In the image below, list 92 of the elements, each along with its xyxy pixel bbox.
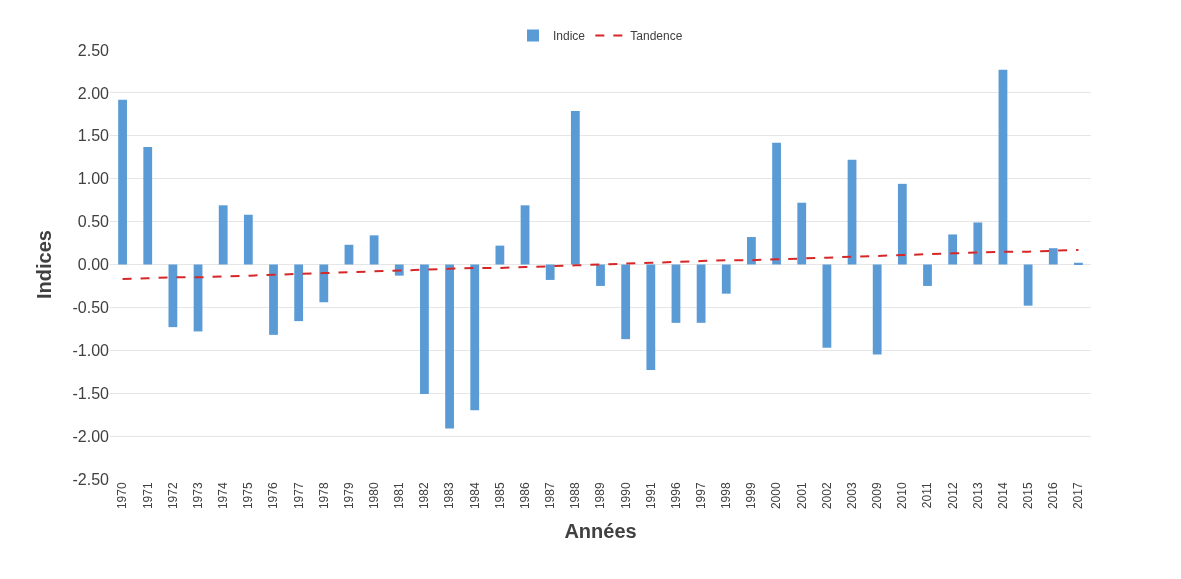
x-tick-label: 1984	[467, 482, 482, 510]
x-tick-label: 2003	[844, 482, 859, 510]
x-tick-label: 1972	[165, 482, 180, 510]
bar	[168, 264, 178, 328]
x-tick-label: 2012	[945, 482, 960, 510]
x-tick-label: 1985	[492, 482, 507, 510]
y-tick-label: -2.50	[72, 470, 110, 488]
bar	[143, 146, 153, 265]
x-tick-label: 1979	[341, 482, 356, 510]
y-tick-label: 1.00	[77, 170, 110, 188]
x-tick-label: 2009	[870, 482, 885, 510]
bar	[696, 264, 706, 323]
legend-label: Indice	[553, 29, 586, 44]
x-tick-label: 2002	[819, 482, 834, 510]
y-tick-label: 0.50	[77, 213, 110, 231]
bar	[1023, 264, 1033, 306]
bar	[797, 202, 807, 265]
x-tick-label: 1990	[618, 482, 633, 510]
bar	[822, 264, 832, 348]
bar	[269, 264, 278, 335]
bar	[369, 235, 379, 265]
bar	[847, 159, 857, 265]
bar	[998, 69, 1008, 265]
bar	[495, 245, 505, 265]
x-tick-label: 2017	[1071, 482, 1086, 510]
bar	[1074, 262, 1083, 265]
x-tick-label: 2016	[1046, 482, 1061, 510]
x-tick-label: 1987	[543, 482, 558, 510]
x-tick-label: 2011	[920, 482, 935, 509]
bar	[118, 99, 127, 265]
bar	[646, 264, 656, 371]
bar	[445, 264, 454, 429]
x-tick-label: 2001	[794, 482, 809, 510]
x-tick-label: 1974	[216, 482, 231, 510]
x-axis-title: Années	[564, 519, 637, 542]
x-tick-label: 1991	[643, 482, 658, 510]
bar	[671, 264, 681, 323]
x-tick-label: 1997	[694, 482, 709, 510]
x-tick-label: 1983	[442, 482, 457, 510]
x-tick-label: 1978	[316, 482, 331, 510]
bar	[948, 234, 958, 265]
bar	[545, 264, 555, 280]
bar	[570, 110, 580, 265]
bar	[294, 264, 304, 322]
bar	[218, 205, 228, 265]
x-tick-label: 1970	[115, 482, 130, 510]
y-tick-label: -2.00	[72, 427, 110, 445]
x-tick-label: 2010	[895, 482, 910, 510]
x-tick-label: 1982	[417, 482, 432, 510]
bar	[923, 264, 932, 286]
bar	[470, 264, 480, 411]
x-tick-label: 1973	[190, 482, 205, 510]
x-tick-label: 2013	[970, 482, 985, 510]
bar	[721, 264, 731, 294]
bar	[344, 244, 354, 265]
y-tick-label: 2.00	[77, 84, 110, 102]
x-tick-label: 1976	[266, 482, 281, 510]
bar	[420, 264, 429, 395]
bar	[596, 264, 605, 286]
line-series	[121, 248, 1080, 281]
x-tick-label: 1989	[593, 482, 608, 510]
bar	[319, 264, 329, 303]
y-tick-label: 0.00	[77, 256, 110, 274]
x-tick-label: 1996	[668, 482, 683, 510]
y-tick-label: 2.50	[77, 41, 110, 59]
x-tick-label: 1977	[291, 482, 306, 510]
bar	[747, 237, 756, 265]
bar	[243, 214, 253, 265]
x-tick-label: 1999	[744, 482, 759, 510]
y-tick-label: -0.50	[72, 299, 110, 316]
x-tick-label: 1986	[517, 482, 532, 510]
bar	[973, 222, 983, 265]
bar	[772, 142, 781, 265]
x-tick-label: 1988	[568, 482, 583, 510]
x-tick-label: 1980	[367, 482, 382, 510]
x-tick-label: 1981	[392, 482, 407, 510]
x-tick-label: 2000	[769, 482, 784, 510]
legend-label: Tandence	[630, 29, 683, 44]
bar	[520, 205, 530, 265]
y-tick-label: -1.50	[72, 384, 110, 402]
x-tick-label: 2015	[1021, 482, 1036, 510]
x-tick-label: 1975	[241, 482, 256, 510]
y-tick-label: -1.00	[72, 341, 110, 359]
x-tick-label: 2014	[995, 482, 1010, 510]
bar	[621, 264, 631, 340]
bar	[872, 264, 882, 355]
x-tick-label: 1971	[140, 482, 155, 510]
bar	[897, 183, 907, 265]
y-axis-title: Indices	[33, 230, 56, 299]
bar	[1048, 248, 1058, 265]
x-tick-label: 1998	[719, 482, 734, 510]
y-tick-label: 1.50	[77, 127, 110, 145]
